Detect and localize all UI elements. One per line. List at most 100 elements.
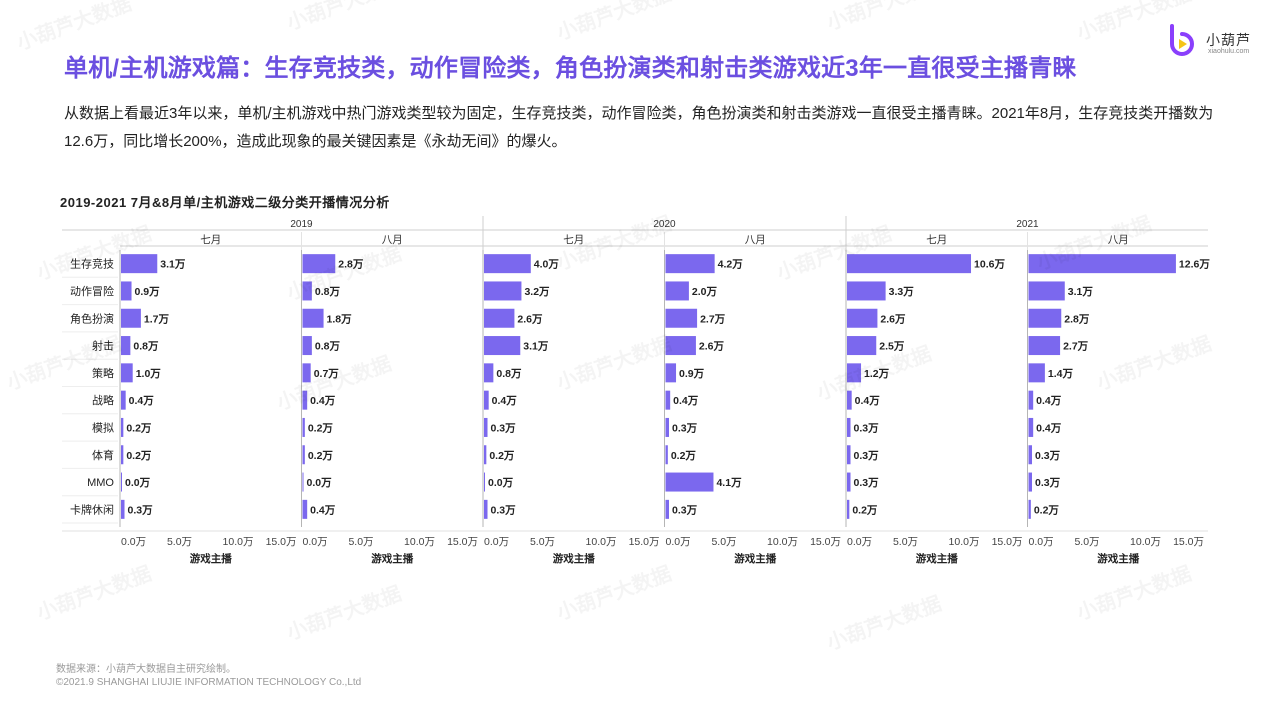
page-description: 从数据上看最近3年以来，单机/主机游戏中热门游戏类型较为固定，生存竞技类，动作冒…: [64, 105, 1214, 150]
bar: [484, 390, 489, 410]
data-label: 4.2万: [718, 259, 744, 271]
axis-label: 游戏主播: [553, 552, 595, 565]
data-label: 2.8万: [338, 259, 364, 271]
bar: [847, 390, 852, 410]
bar: [302, 336, 312, 356]
bar: [665, 499, 670, 519]
watermark-text: 小葫芦大数据: [824, 591, 945, 655]
tick-label: 0.0万: [847, 536, 872, 548]
tick-label: 10.0万: [1130, 536, 1161, 548]
tick-label: 5.0万: [348, 536, 373, 548]
data-label: 2.6万: [699, 341, 725, 353]
axis-label: 游戏主播: [1097, 552, 1139, 565]
data-label: 0.2万: [489, 450, 515, 462]
bar: [847, 308, 878, 328]
data-label: 3.3万: [889, 286, 915, 298]
data-label: 0.4万: [855, 395, 881, 407]
bar: [1028, 445, 1033, 465]
data-label: 2.0万: [692, 286, 718, 298]
bar: [121, 254, 158, 274]
data-label: 2.8万: [1064, 313, 1090, 325]
category-label: 体育: [92, 448, 114, 462]
watermark-text: 小葫芦大数据: [284, 0, 405, 35]
tick-label: 15.0万: [992, 536, 1023, 548]
data-label: 2.7万: [700, 313, 726, 325]
data-label: 0.3万: [128, 504, 154, 516]
axis-label: 游戏主播: [371, 552, 413, 565]
bar: [665, 445, 668, 465]
bar: [847, 499, 850, 519]
bar: [302, 390, 308, 410]
bar: [121, 445, 124, 465]
tick-label: 5.0万: [1074, 536, 1099, 548]
data-label: 0.0万: [307, 477, 333, 489]
month-label: 七月: [926, 234, 947, 246]
bar: [847, 445, 851, 465]
data-label: 0.3万: [854, 422, 880, 434]
logo-name: 小葫芦: [1206, 32, 1251, 48]
tick-label: 0.0万: [1029, 536, 1054, 548]
data-label: 0.2万: [1034, 504, 1060, 516]
tick-label: 15.0万: [629, 536, 660, 548]
tick-label: 0.0万: [666, 536, 691, 548]
watermark-text: 小葫芦大数据: [824, 0, 945, 35]
tick-label: 15.0万: [1173, 536, 1204, 548]
data-label: 3.1万: [1068, 286, 1094, 298]
axis-label: 游戏主播: [734, 552, 776, 565]
data-label: 3.2万: [524, 286, 550, 298]
bar: [665, 390, 671, 410]
data-label: 1.4万: [1048, 368, 1074, 380]
bar: [847, 417, 851, 437]
bar: [302, 281, 312, 301]
data-label: 1.2万: [864, 368, 890, 380]
watermark-text: 小葫芦大数据: [14, 0, 135, 55]
data-label: 4.1万: [716, 477, 742, 489]
month-label: 七月: [563, 234, 584, 246]
tick-label: 10.0万: [404, 536, 435, 548]
watermark-text: 小葫芦大数据: [284, 581, 405, 645]
bar: [484, 281, 522, 301]
data-label: 0.0万: [488, 477, 514, 489]
bar: [665, 417, 670, 437]
tick-label: 0.0万: [303, 536, 328, 548]
data-label: 3.1万: [160, 259, 186, 271]
bar: [121, 472, 122, 492]
bar: [484, 445, 487, 465]
data-label: 0.3万: [1035, 450, 1061, 462]
data-label: 2.7万: [1063, 341, 1089, 353]
data-label: 10.6万: [974, 259, 1005, 271]
category-label: 生存竞技: [70, 257, 114, 271]
data-label: 0.8万: [315, 286, 341, 298]
tick-label: 10.0万: [586, 536, 617, 548]
bar: [121, 281, 132, 301]
xiaohulu-logo-icon: [1170, 24, 1194, 56]
bar: [847, 363, 862, 383]
tick-label: 5.0万: [530, 536, 555, 548]
bar: [847, 254, 972, 274]
data-label: 0.3万: [1035, 477, 1061, 489]
footer-copyright: ©2021.9 SHANGHAI LIUJIE INFORMATION TECH…: [56, 677, 362, 688]
bar: [847, 472, 851, 492]
data-label: 2.5万: [879, 341, 905, 353]
bar: [121, 499, 125, 519]
data-label: 1.8万: [327, 313, 353, 325]
watermark-text: 小葫芦大数据: [554, 0, 675, 45]
data-label: 0.3万: [491, 422, 517, 434]
bar: [302, 417, 305, 437]
data-label: 0.4万: [492, 395, 518, 407]
data-label: 0.2万: [126, 450, 152, 462]
logo-url: xiaohulu.com: [1208, 48, 1250, 55]
chart-title: 2019-2021 7月&8月单/主机游戏二级分类开播情况分析: [60, 195, 390, 210]
data-label: 0.7万: [314, 368, 340, 380]
bar: [121, 390, 126, 410]
data-label: 0.4万: [129, 395, 155, 407]
year-label: 2021: [1016, 219, 1039, 230]
bar: [302, 472, 304, 492]
bar: [302, 254, 336, 274]
bar: [1028, 308, 1062, 328]
data-label: 0.4万: [1036, 395, 1062, 407]
month-label: 八月: [382, 234, 403, 246]
bar: [121, 308, 141, 328]
category-label: 卡牌休闲: [70, 502, 114, 516]
tick-label: 10.0万: [223, 536, 254, 548]
